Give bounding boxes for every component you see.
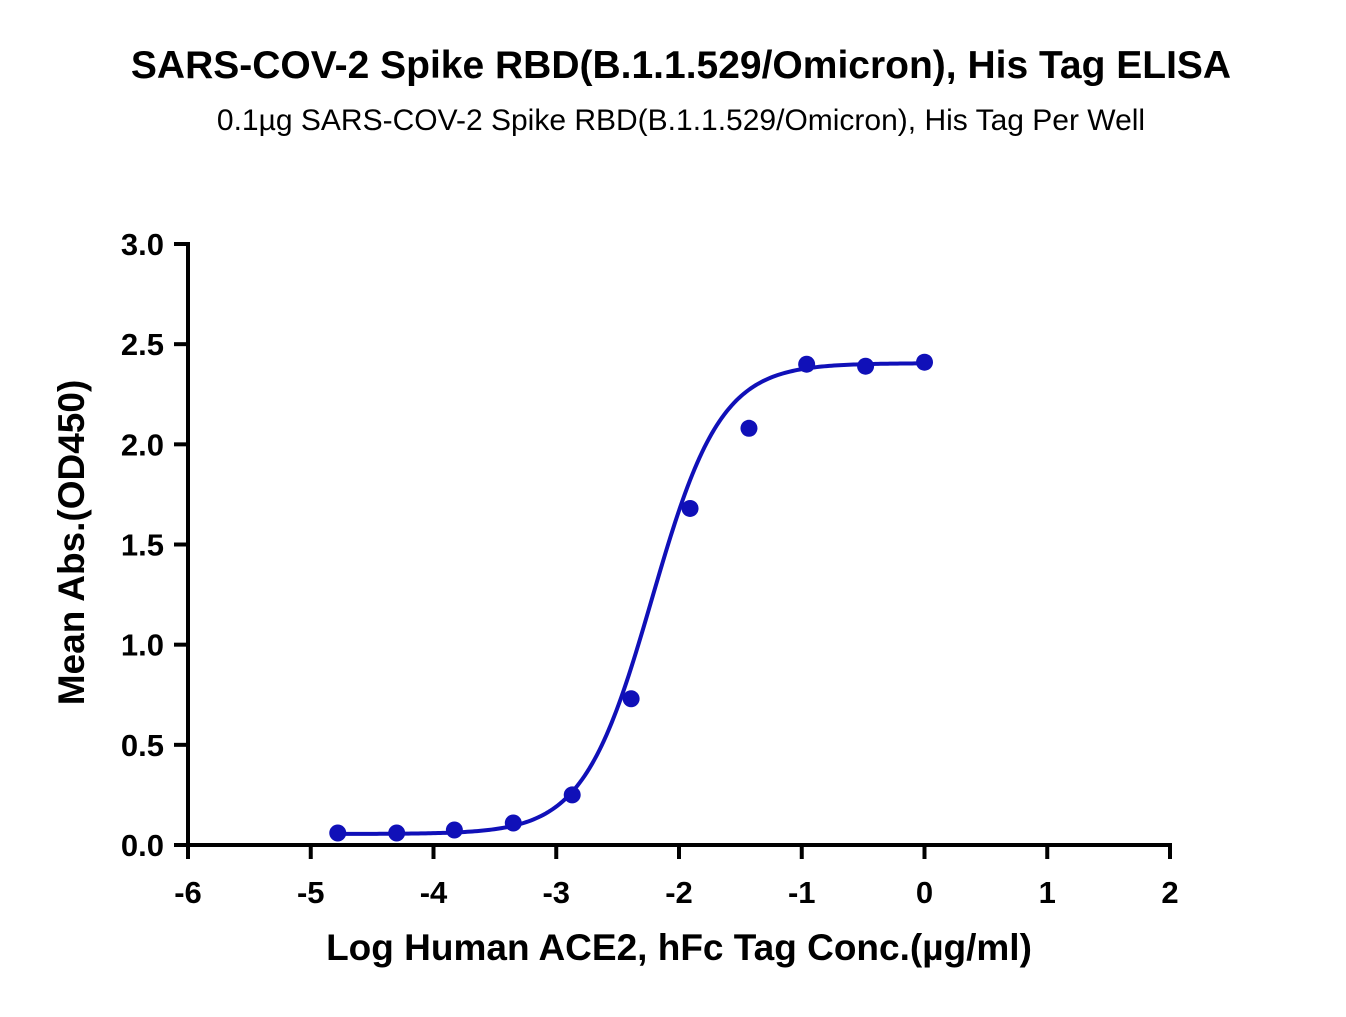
x-tick-label: -3 bbox=[542, 875, 570, 910]
x-tick-label: -6 bbox=[174, 875, 202, 910]
x-tick-label: -1 bbox=[788, 875, 816, 910]
x-axis-label: Log Human ACE2, hFc Tag Conc.(µg/ml) bbox=[326, 927, 1032, 968]
y-tick-label: 2.5 bbox=[121, 327, 164, 362]
x-tick-label: 0 bbox=[916, 875, 933, 910]
data-point bbox=[682, 500, 699, 517]
y-tick-label: 0.0 bbox=[121, 828, 164, 863]
x-tick-label: -2 bbox=[665, 875, 693, 910]
x-tick-label: -5 bbox=[297, 875, 325, 910]
data-point bbox=[564, 786, 581, 803]
data-point bbox=[798, 356, 815, 373]
y-tick-label: 1.0 bbox=[121, 628, 164, 663]
data-points bbox=[329, 354, 933, 842]
data-point bbox=[388, 824, 405, 841]
x-tick-label: -4 bbox=[420, 875, 448, 910]
data-point bbox=[505, 814, 522, 831]
data-point bbox=[329, 824, 346, 841]
y-tick-label: 0.5 bbox=[121, 728, 164, 763]
y-tick-label: 2.0 bbox=[121, 427, 164, 462]
data-point bbox=[916, 354, 933, 371]
elisa-chart: -6 -5 -4 -3 -2 -1 0 1 2 0.0 0.5 1.0 1.5 2.0 2.5 3.0 Log… bbox=[0, 0, 1346, 1017]
y-tick-label: 1.5 bbox=[121, 528, 164, 563]
x-tick-label: 2 bbox=[1161, 875, 1178, 910]
data-point bbox=[857, 358, 874, 375]
axes bbox=[186, 242, 1172, 847]
x-tick-label: 1 bbox=[1039, 875, 1056, 910]
fit-curve bbox=[338, 363, 925, 834]
y-tick-label: 3.0 bbox=[121, 227, 164, 262]
fit-curve-group bbox=[338, 363, 925, 834]
data-point bbox=[446, 821, 463, 838]
data-point bbox=[623, 690, 640, 707]
data-point bbox=[740, 420, 757, 437]
ticks: -6 -5 -4 -3 -2 -1 0 1 2 0.0 0.5 1.0 1.5 2.0 2.5 3.0 bbox=[121, 227, 1179, 910]
y-axis-label: Mean Abs.(OD450) bbox=[51, 380, 92, 706]
